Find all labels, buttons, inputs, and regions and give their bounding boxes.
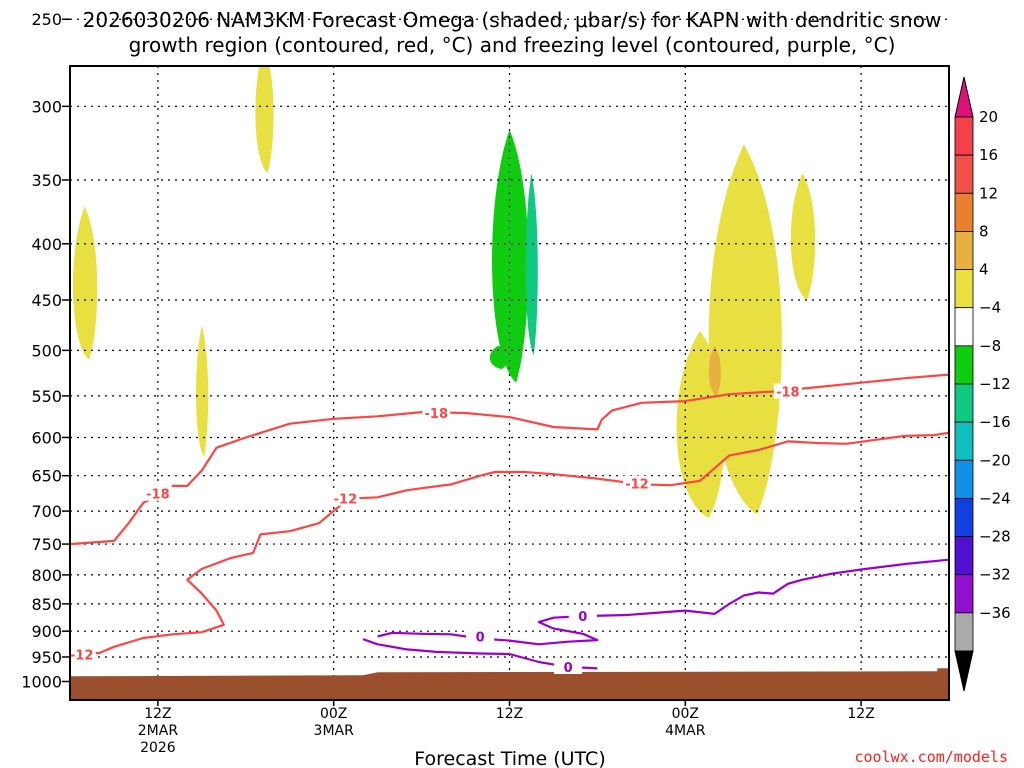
dgz-contour-line-1 (70, 431, 949, 656)
ytick-label-800: 800 (31, 566, 62, 585)
omega-region-1 (196, 325, 209, 457)
ytick-label-650: 650 (31, 467, 62, 486)
ytick-label-400: 400 (31, 235, 62, 254)
freezing-contour-label-0-0: 0 (476, 630, 485, 645)
dgz-contour-label-0-0: -18 (146, 488, 170, 503)
ytick-label-250: 250 (31, 10, 62, 29)
ytick-label-550: 550 (31, 387, 62, 406)
xtick-date-42: 4MAR (665, 723, 706, 739)
ytick-label-450: 450 (31, 291, 62, 310)
colorbar-label-12: −32 (979, 566, 1011, 584)
colorbar-bin-11 (954, 536, 974, 576)
freezing-contour-label-bg-1-0 (554, 658, 583, 674)
colorbar-bin-2 (954, 192, 974, 232)
omega-region-9 (790, 173, 816, 301)
freezing-contour-label-0-1: 0 (578, 610, 587, 625)
dgz-contour-label-1-1: -12 (334, 493, 358, 508)
dgz-contour-label-1-2: -12 (625, 478, 649, 493)
colorbar-label-0: 20 (979, 108, 998, 126)
ground-fill (70, 668, 949, 700)
colorbar-label-7: −12 (979, 375, 1011, 393)
colorbar-bin-13 (954, 612, 974, 652)
xtick-label-42: 00Z (672, 706, 699, 722)
xtick-date-6: 2MAR (138, 723, 179, 739)
dgz-contour-label-bg-0-1 (422, 404, 451, 420)
omega-region-0 (72, 206, 98, 360)
chart-title-line-1: 2026030206 NAM3KM Forecast Omega (shaded… (83, 8, 942, 32)
freezing-contour-label-bg-0-1 (568, 608, 597, 624)
xtick-label-30: 12Z (496, 706, 523, 722)
colorbar-bin-6 (954, 345, 974, 385)
colorbar-label-8: −16 (979, 413, 1011, 431)
colorbar-bin-4 (954, 269, 974, 309)
xtick-label-54: 12Z (847, 706, 874, 722)
colorbar-bottom-arrow (954, 650, 974, 692)
dgz-contour-label-0-2: -18 (776, 386, 800, 401)
credit-text: coolwx.com/models (854, 748, 1008, 766)
ground-surface (70, 668, 949, 700)
colorbar-label-5: −4 (979, 299, 1001, 317)
colorbar-top-arrow (954, 76, 974, 118)
dgz-contour-label-1-0: -12 (70, 648, 94, 663)
colorbar-bin-5 (954, 307, 974, 347)
omega-region-2 (255, 66, 274, 174)
dgz-contour-label-bg-1-2 (622, 475, 651, 491)
xtick-year-6: 2026 (140, 740, 176, 756)
ytick-label-950: 950 (31, 648, 62, 667)
ytick-label-700: 700 (31, 502, 62, 521)
ytick-label-300: 300 (31, 97, 62, 116)
freezing-contour-label-1-0: 0 (564, 661, 573, 676)
omega-region-3 (491, 129, 529, 383)
omega-shading (72, 66, 816, 518)
colorbar-bin-1 (954, 154, 974, 194)
ytick-label-350: 350 (31, 171, 62, 190)
ytick-label-500: 500 (31, 341, 62, 360)
colorbar-label-2: 12 (979, 184, 998, 202)
y-axis-ticks: 250 300 350 400 450 500 550 600 650 700 750 800 850 9… (21, 10, 70, 692)
colorbar-label-3: 8 (979, 222, 989, 240)
chart-title-line-2: growth region (contoured, red, °C) and f… (129, 33, 896, 57)
x-axis-label: Forecast Time (UTC) (414, 748, 605, 768)
colorbar-label-10: −24 (979, 489, 1011, 507)
dgz-contour-label-bg-0-2 (773, 383, 802, 399)
omega-region-5 (489, 345, 508, 370)
ytick-label-600: 600 (31, 428, 62, 447)
colorbar-bin-3 (954, 231, 974, 270)
colorbar-bin-9 (954, 459, 974, 499)
dgz-contour-label-bg-1-0 (70, 646, 96, 662)
freezing-contour-line-0 (377, 558, 949, 646)
omega-region-8 (708, 345, 721, 396)
omega-region-7 (708, 144, 782, 515)
xtick-label-18: 00Z (320, 706, 347, 722)
omega-region-4 (525, 173, 538, 356)
colorbar-label-11: −28 (979, 528, 1011, 546)
freezing-contour-label-bg-0-0 (466, 628, 495, 644)
colorbar-bin-12 (954, 574, 974, 614)
xtick-label-6: 12Z (144, 706, 171, 722)
dgz-contour-label-0-1: -18 (425, 407, 449, 422)
colorbar-label-9: −20 (979, 451, 1011, 469)
ytick-label-900: 900 (31, 622, 62, 641)
colorbar-label-6: −8 (979, 337, 1001, 355)
ytick-label-850: 850 (31, 595, 62, 614)
colorbar: 20 16 12 8 4 −4 −8 −12 −16 −20 −24 −28 −32 −36 (954, 76, 1011, 692)
colorbar-bin-8 (954, 421, 974, 461)
colorbar-bin-7 (954, 383, 974, 423)
colorbar-bin-10 (954, 498, 974, 537)
ytick-label-1000: 1000 (21, 673, 62, 692)
colorbar-label-13: −36 (979, 604, 1011, 622)
dgz-contour-label-bg-0-0 (143, 485, 172, 501)
xtick-date-18: 3MAR (314, 723, 355, 739)
colorbar-label-4: 4 (979, 261, 989, 279)
colorbar-bin-0 (954, 116, 974, 156)
ytick-label-750: 750 (31, 535, 62, 554)
colorbar-label-1: 16 (979, 146, 998, 164)
contours: -18 -18 -18 -12 -12 -12 0 0 0 (70, 373, 949, 676)
dgz-contour-label-bg-1-1 (331, 490, 360, 506)
